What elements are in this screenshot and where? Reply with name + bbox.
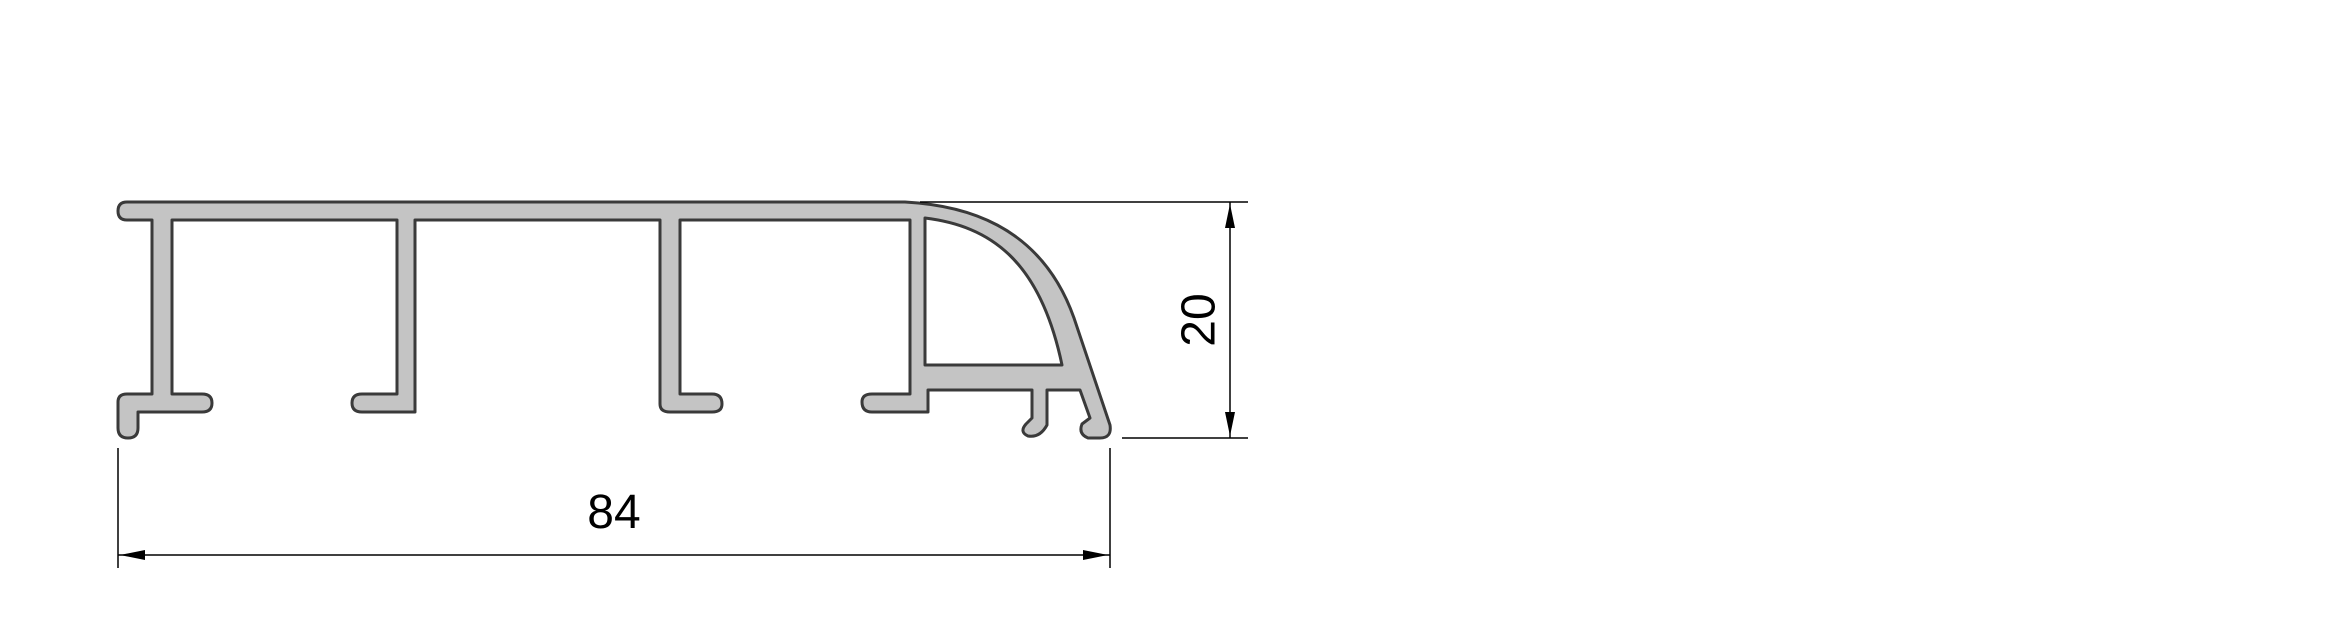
width-arrow-left bbox=[120, 550, 145, 560]
height-arrow-top bbox=[1225, 204, 1235, 228]
height-arrow-bottom bbox=[1225, 412, 1235, 436]
height-dimension-label: 20 bbox=[1173, 293, 1226, 346]
extrusion-profile bbox=[116, 200, 1112, 440]
width-arrow-right bbox=[1083, 550, 1108, 560]
width-dimension-label: 84 bbox=[587, 486, 640, 539]
